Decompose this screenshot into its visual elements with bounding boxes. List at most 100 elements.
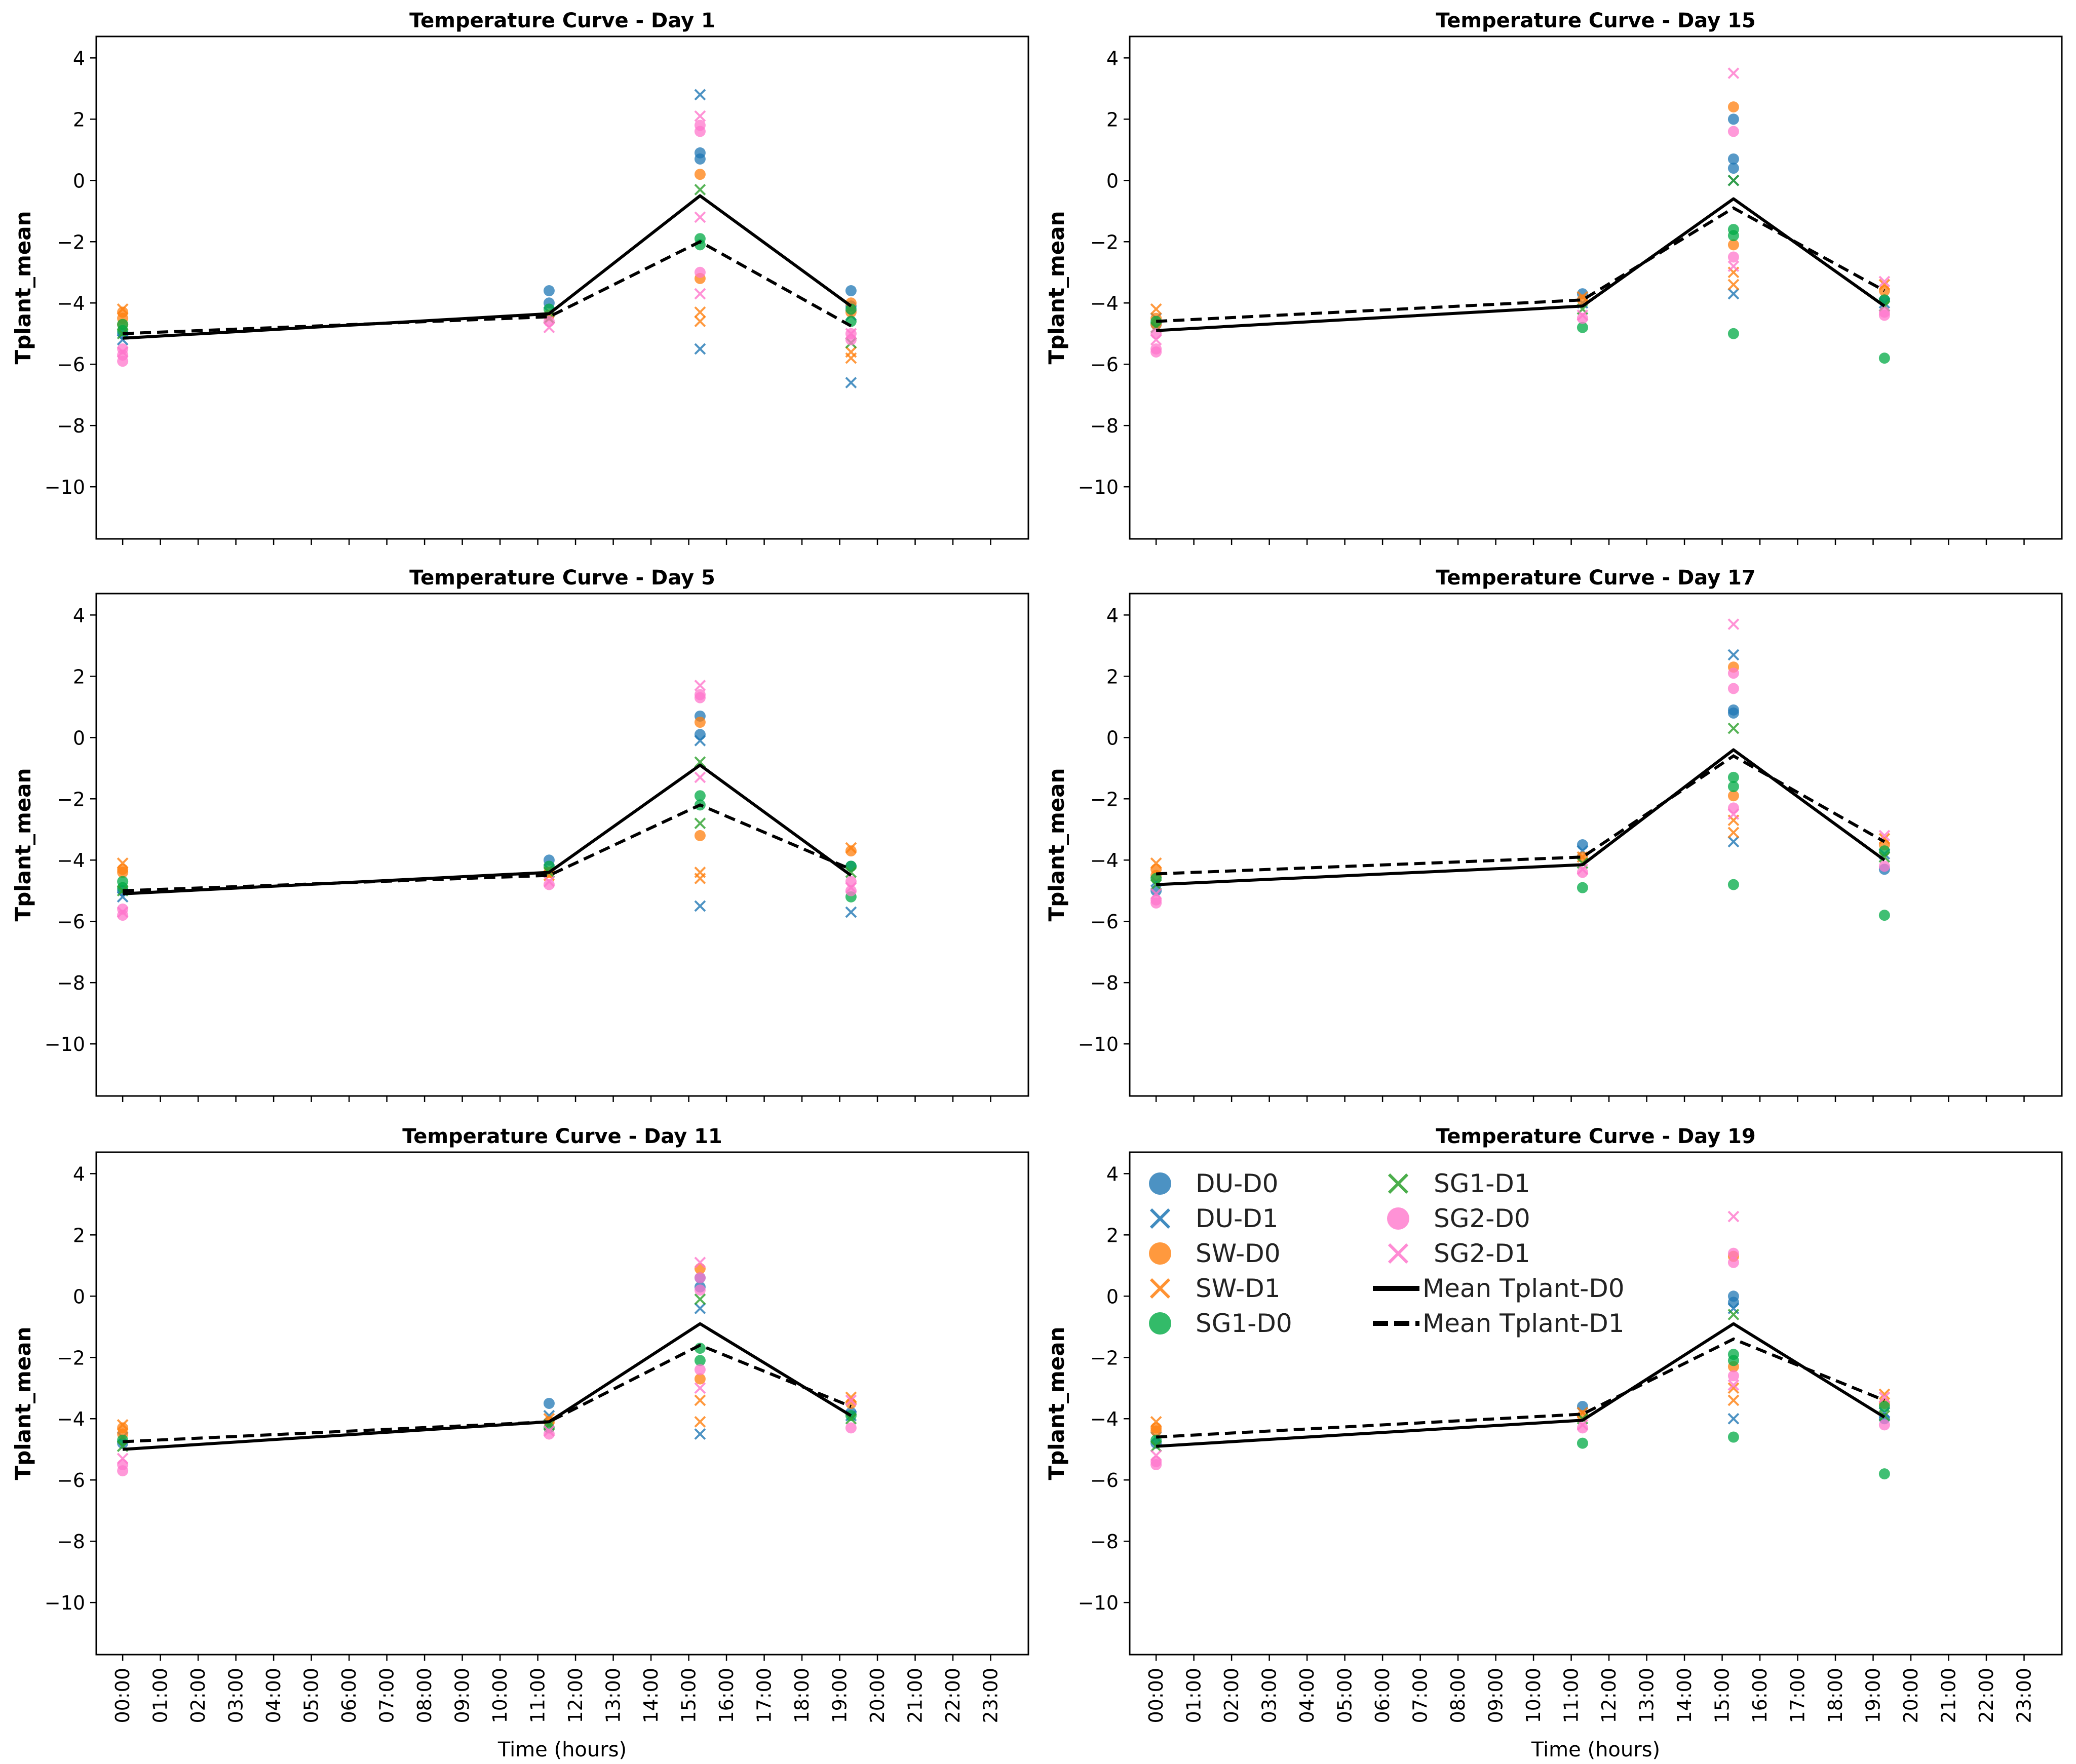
point-sg1-d0-3 (694, 1355, 706, 1366)
y-tick-label: 0 (73, 727, 85, 749)
y-tick-label: −2 (1090, 788, 1119, 810)
legend-marker-sw-d1 (1149, 1278, 1171, 1299)
legend-label: Mean Tplant-D1 (1423, 1309, 1625, 1338)
point-sg1-d0-3 (1727, 1355, 1739, 1366)
mean-line-d1 (1156, 206, 1886, 323)
y-tick-label: 4 (73, 604, 85, 626)
x-tick-label: 02:00 (1220, 1668, 1243, 1723)
plot-frame (95, 1151, 1029, 1656)
point-sg1-d1-2 (694, 756, 706, 768)
x-tick-label: 14:00 (1673, 1668, 1696, 1723)
legend-label: SG2-D0 (1434, 1204, 1530, 1233)
point-du-d1-3 (694, 1428, 706, 1440)
point-sg2-d0-6 (845, 1422, 857, 1434)
point-du-d1-4 (845, 377, 857, 388)
point-sg2-d0-1 (1150, 897, 1162, 909)
point-du-d1-2 (1727, 649, 1740, 661)
point-sg2-d0-4 (694, 689, 706, 700)
y-tick-label: 4 (73, 1163, 85, 1185)
y-tick-label: −6 (1090, 911, 1119, 933)
x-tick-label: 16:00 (715, 1668, 738, 1723)
y-tick-label: −8 (57, 415, 85, 437)
mean-line-d0 (122, 763, 852, 895)
point-sw-d0-1 (117, 867, 129, 878)
y-tick-label: −4 (57, 292, 85, 315)
x-tick-label: 11:00 (1560, 1668, 1583, 1723)
legend-marker-sg2-d1 (1388, 1243, 1409, 1264)
legend-label: DU-D0 (1196, 1169, 1278, 1198)
point-sg2-d0-1 (117, 1465, 129, 1477)
point-sw-d1-3 (1727, 279, 1740, 291)
point-sg1-d1-2 (1727, 174, 1740, 186)
x-tick-label: 07:00 (1409, 1668, 1432, 1723)
y-tick-label: 4 (1106, 604, 1119, 626)
x-tick-label: 13:00 (1636, 1668, 1658, 1723)
mean-line-d0 (122, 1322, 852, 1451)
point-sw-d1-3 (694, 873, 706, 884)
point-sg2-d1-0 (117, 346, 129, 358)
point-sg2-d1-4 (1878, 1391, 1891, 1403)
x-tick-label: 09:00 (1485, 1668, 1507, 1723)
point-sg1-d1-2 (694, 184, 706, 195)
y-tick-label: 2 (73, 1224, 85, 1246)
legend-marker-du-d0 (1149, 1172, 1171, 1195)
point-sg2-d1-4 (1878, 276, 1891, 288)
point-sg2-d0-6 (694, 266, 706, 278)
panel-4: Temperature Curve - Day 17 Tplant_mean 4 2 0… (1044, 566, 2063, 1102)
y-tick-label: −4 (1090, 292, 1119, 315)
point-du-d0-3 (694, 729, 706, 740)
y-tick-label: −10 (45, 1592, 85, 1614)
x-tick-label: 06:00 (338, 1668, 360, 1723)
x-tick-label: 12:00 (1598, 1668, 1620, 1723)
y-axis-label: Tplant_mean (11, 1327, 35, 1480)
point-sw-d1-4 (845, 842, 857, 854)
point-sg2-d1-2 (694, 680, 706, 691)
point-sg1-d0-6 (1878, 1401, 1890, 1413)
point-sw-d1-0 (117, 857, 129, 869)
x-tick-label: 11:00 (527, 1668, 549, 1723)
point-du-d0-1 (1577, 839, 1588, 850)
x-tick-label: 17:00 (1787, 1668, 1809, 1723)
point-sg1-d0-4 (1727, 879, 1739, 890)
x-tick-label: 15:00 (1711, 1668, 1734, 1723)
point-sg1-d0-4 (1727, 328, 1739, 339)
point-du-d1-3 (694, 900, 706, 912)
plot-frame (95, 593, 1029, 1097)
mean-line-d1 (1156, 754, 1886, 876)
point-sg2-d1-2 (694, 1257, 706, 1269)
x-tick-label: 20:00 (866, 1668, 889, 1723)
y-tick-label: 2 (1106, 108, 1119, 131)
x-tick-label: 21:00 (1938, 1668, 1960, 1723)
plot-frame (95, 35, 1029, 540)
point-sw-d0-4 (1727, 239, 1739, 251)
point-sg2-d1-2 (1727, 618, 1740, 630)
point-sw-d1-5 (845, 352, 857, 364)
point-sg2-d0-1 (1150, 1459, 1162, 1470)
y-tick-label: −8 (1090, 415, 1119, 437)
point-sg2-d0-3 (1727, 668, 1739, 679)
x-tick-label: 17:00 (753, 1668, 776, 1723)
y-tick-label: −4 (1090, 1408, 1119, 1430)
x-tick-label: 18:00 (1824, 1668, 1847, 1723)
y-tick-label: 4 (73, 47, 85, 69)
point-sg1-d1-2 (1727, 1309, 1740, 1321)
x-tick-label: 12:00 (564, 1668, 587, 1723)
y-tick-label: −6 (57, 1469, 85, 1492)
point-sg2-d1-3 (694, 1382, 706, 1394)
point-du-d1-2 (694, 89, 706, 101)
point-sg2-d0-4 (1727, 1257, 1739, 1268)
panel-title: Temperature Curve - Day 5 (409, 566, 715, 590)
panel-6: Temperature Curve - Day 19Tplant_mean420… (1044, 1125, 2063, 1761)
point-sg1-d1-3 (694, 817, 706, 830)
point-sg2-d1-0 (1150, 888, 1162, 900)
point-sw-d0-4 (694, 1373, 706, 1385)
point-sg1-d0-1 (1577, 1437, 1588, 1449)
point-sg1-d0-6 (845, 303, 857, 315)
point-sg2-d1-0 (1150, 1449, 1162, 1462)
point-sg2-d1-3 (1727, 260, 1740, 272)
x-tick-label: 18:00 (791, 1668, 813, 1723)
point-sg1-d1-4 (845, 867, 857, 878)
point-sw-d0-1 (1150, 1425, 1162, 1437)
point-sg2-d1-3 (694, 771, 706, 783)
point-sg2-d0-6 (1878, 860, 1890, 872)
